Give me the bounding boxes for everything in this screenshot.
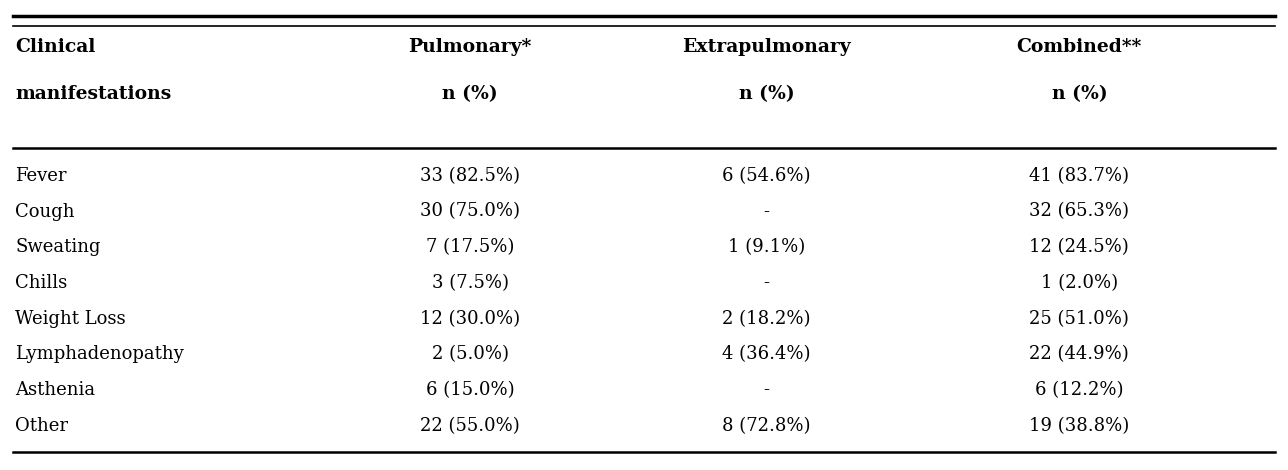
Text: n (%): n (%) [1051, 85, 1108, 102]
Text: n (%): n (%) [738, 85, 795, 102]
Text: Fever: Fever [15, 167, 67, 185]
Text: n (%): n (%) [442, 85, 498, 102]
Text: Weight Loss: Weight Loss [15, 310, 126, 328]
Text: 3 (7.5%): 3 (7.5%) [431, 274, 509, 292]
Text: 6 (15.0%): 6 (15.0%) [426, 381, 514, 399]
Text: Sweating: Sweating [15, 238, 100, 256]
Text: -: - [764, 381, 769, 399]
Text: Lymphadenopathy: Lymphadenopathy [15, 345, 184, 363]
Text: 4 (36.4%): 4 (36.4%) [723, 345, 810, 363]
Text: Clinical: Clinical [15, 38, 95, 55]
Text: 1 (2.0%): 1 (2.0%) [1041, 274, 1118, 292]
Text: 22 (44.9%): 22 (44.9%) [1029, 345, 1130, 363]
Text: 22 (55.0%): 22 (55.0%) [420, 417, 520, 435]
Text: Chills: Chills [15, 274, 68, 292]
Text: 41 (83.7%): 41 (83.7%) [1029, 167, 1130, 185]
Text: Pulmonary*: Pulmonary* [408, 38, 532, 55]
Text: Combined**: Combined** [1016, 38, 1142, 55]
Text: 1 (9.1%): 1 (9.1%) [728, 238, 805, 256]
Text: 33 (82.5%): 33 (82.5%) [420, 167, 520, 185]
Text: manifestations: manifestations [15, 85, 171, 102]
Text: 30 (75.0%): 30 (75.0%) [420, 203, 520, 220]
Text: -: - [764, 203, 769, 220]
Text: Extrapulmonary: Extrapulmonary [681, 38, 851, 55]
Text: 2 (5.0%): 2 (5.0%) [431, 345, 509, 363]
Text: -: - [764, 274, 769, 292]
Text: Other: Other [15, 417, 68, 435]
Text: 7 (17.5%): 7 (17.5%) [426, 238, 514, 256]
Text: 25 (51.0%): 25 (51.0%) [1029, 310, 1130, 328]
Text: Asthenia: Asthenia [15, 381, 95, 399]
Text: Cough: Cough [15, 203, 75, 220]
Text: 12 (24.5%): 12 (24.5%) [1029, 238, 1130, 256]
Text: 12 (30.0%): 12 (30.0%) [420, 310, 520, 328]
Text: 2 (18.2%): 2 (18.2%) [723, 310, 810, 328]
Text: 6 (54.6%): 6 (54.6%) [723, 167, 810, 185]
Text: 19 (38.8%): 19 (38.8%) [1029, 417, 1130, 435]
Text: 8 (72.8%): 8 (72.8%) [723, 417, 810, 435]
Text: 6 (12.2%): 6 (12.2%) [1036, 381, 1123, 399]
Text: 32 (65.3%): 32 (65.3%) [1029, 203, 1130, 220]
